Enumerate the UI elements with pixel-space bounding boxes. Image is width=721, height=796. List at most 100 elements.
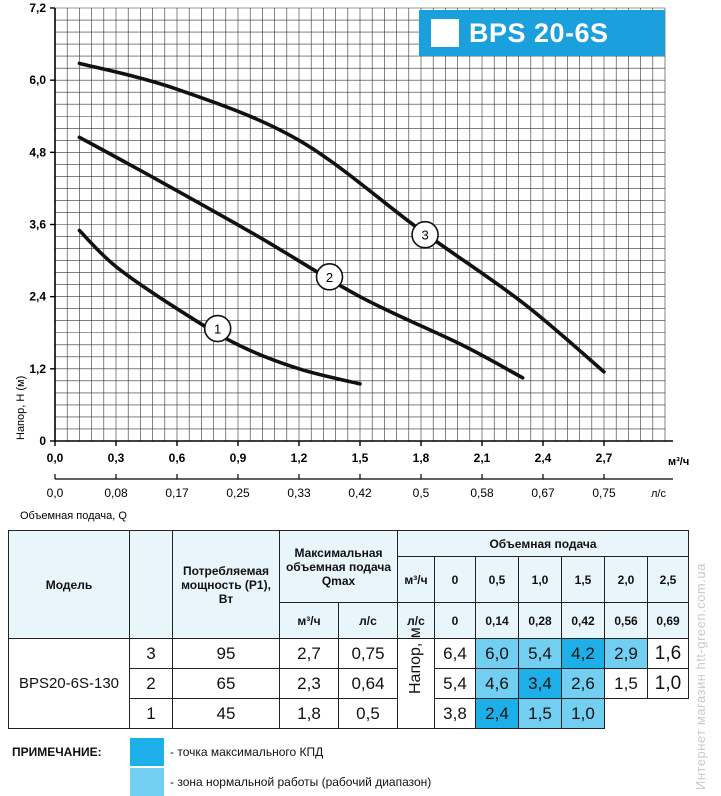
y-tick-label: 6,0 (29, 73, 46, 87)
x2-tick-label: 0,08 (104, 486, 128, 500)
head-cell: 6,0 (475, 638, 519, 669)
chart-title: BPS 20-6S (469, 17, 609, 48)
qmax-m3-cell: 2,3 (279, 668, 339, 699)
head-cell: 6,4 (434, 638, 476, 669)
normal-zone-text: - зона нормальной работы (рабочий диапаз… (170, 775, 432, 789)
x-axis-title: Объемная подача, Q (20, 510, 127, 522)
x-tick-label: 2,1 (474, 451, 491, 465)
table-row: 2 65 2,3 0,64 5,4 4,6 3,4 2,6 1,5 1,0 (9, 668, 689, 699)
title-square-icon (431, 19, 459, 47)
qmax-m3-cell: 2,7 (279, 638, 339, 669)
y-tick-label: 1,2 (29, 362, 46, 376)
curve-1 (77, 228, 362, 386)
th-flow-m3-4: 2,0 (604, 556, 648, 603)
th-flow-m3-3: 1,5 (561, 556, 605, 603)
head-cell (648, 699, 689, 729)
head-cell: 3,8 (434, 698, 476, 729)
curve-marker-1 (203, 314, 232, 343)
head-cell: 1,5 (518, 698, 562, 729)
curve-marker-3 (411, 220, 439, 249)
th-flow-ls-1: 0,14 (475, 602, 519, 639)
y-tick-label: 4,8 (29, 145, 46, 159)
note-label: ПРИМЕЧАНИЕ: (12, 745, 102, 759)
table-row: 1 45 1,8 0,5 3,8 2,4 1,5 1,0 (9, 698, 689, 729)
x-tick-label: 2,4 (535, 451, 552, 465)
th-flow-m3-1: 0,5 (475, 556, 519, 603)
head-cell: 4,6 (475, 668, 519, 699)
th-flow-ls: л/с (397, 602, 435, 639)
y-tick-label: 2,4 (29, 290, 46, 304)
th-flow-ls-4: 0,56 (604, 602, 648, 639)
head-cell (605, 699, 648, 729)
th-flow: Объемная подача (397, 530, 689, 557)
head-cell: 2,9 (604, 638, 648, 669)
max-eff-swatch (130, 738, 164, 766)
watermark: Интернет магазин htt-green.com.ua (693, 563, 708, 790)
th-flow-m3-0: 0 (434, 556, 476, 603)
x2-tick-label: 0,0 (47, 486, 64, 500)
x-tick-label: 0,6 (169, 451, 186, 465)
note-max-eff: ПРИМЕЧАНИЕ: - точка максимального КПД (12, 738, 323, 766)
y-tick-label: 7,2 (29, 1, 46, 15)
spec-table: Модель Потребляемая мощность (P1), Вт Ма… (8, 530, 689, 729)
x-tick-label: 2,7 (596, 451, 613, 465)
x-tick-label: 0,0 (47, 451, 64, 465)
x2-tick-label: 0,42 (348, 486, 372, 500)
head-cell: 5,4 (518, 638, 562, 669)
model-name: BPS20-6S-130 (8, 638, 130, 729)
x2-tick-label: 0,5 (413, 486, 430, 500)
chart-title-box: BPS 20-6S (419, 10, 665, 56)
x2-unit-label: л/с (651, 488, 666, 500)
note-normal-zone: - зона нормальной работы (рабочий диапаз… (130, 768, 431, 796)
curve-2 (77, 135, 525, 380)
y-axis-title: Напор, H (м) (15, 376, 27, 440)
curve-3 (77, 61, 606, 374)
x-tick-label: 1,5 (352, 451, 369, 465)
max-eff-text: - точка максимального КПД (170, 745, 324, 759)
head-cell: 3,4 (518, 668, 562, 699)
th-flow-m3: м³/ч (397, 556, 435, 603)
th-flow-ls-2: 0,28 (518, 602, 562, 639)
th-speed (129, 530, 173, 639)
power-cell: 65 (172, 668, 280, 699)
x2-tick-label: 0,33 (287, 486, 311, 500)
qmax-ls-cell: 0,75 (338, 638, 398, 669)
power-cell: 45 (172, 698, 280, 729)
head-label: Напор, м (407, 626, 424, 694)
curve-marker-2 (315, 263, 344, 291)
table-row: BPS20-6S-130 3 95 2,7 0,75 Напор, м 6,4 … (8, 627, 689, 729)
head-cell: 2,6 (561, 668, 605, 699)
power-cell: 95 (172, 638, 280, 669)
curve-label-1: 1 (214, 322, 221, 337)
speed-cell: 3 (129, 638, 173, 669)
x2-tick-label: 0,67 (531, 486, 555, 500)
th-flow-m3-2: 1,0 (518, 556, 562, 603)
x2-tick-label: 0,75 (592, 486, 616, 500)
head-cell: 4,2 (561, 638, 605, 669)
speed-cell: 2 (129, 668, 173, 699)
th-model: Модель (8, 530, 130, 639)
th-qmax-ls: л/с (338, 602, 398, 639)
x-tick-label: 1,8 (413, 451, 430, 465)
th-power: Потребляемая мощность (P1), Вт (172, 530, 280, 639)
th-flow-ls-5: 0,69 (647, 602, 689, 639)
th-flow-ls-0: 0 (434, 602, 476, 639)
head-cell: 5,4 (434, 668, 476, 699)
pump-curve-chart: 0 1,2 2,4 3,6 4,8 6,0 7,2 0,0 0,3 0,6 0,9 1,2 1,5 1,8… (15, 1, 689, 522)
head-label-cell: Напор, м (397, 626, 435, 729)
head-cell: 1,0 (647, 668, 689, 699)
th-qmax: Максимальная объемная подача Qmax (279, 530, 398, 603)
qmax-ls-cell: 0,64 (338, 668, 398, 699)
x-tick-label: 0,9 (230, 451, 247, 465)
head-cell: 1,0 (561, 698, 605, 729)
curve-label-3: 3 (421, 228, 428, 243)
y-tick-label: 0 (39, 434, 46, 448)
qmax-m3-cell: 1,8 (279, 698, 339, 729)
th-flow-ls-3: 0,42 (561, 602, 605, 639)
head-cell: 1,6 (647, 638, 689, 669)
normal-zone-swatch (130, 768, 164, 796)
th-flow-m3-5: 2,5 (647, 556, 689, 603)
speed-cell: 1 (129, 698, 173, 729)
y-tick-label: 3,6 (29, 218, 46, 232)
x-tick-label: 1,2 (291, 451, 308, 465)
